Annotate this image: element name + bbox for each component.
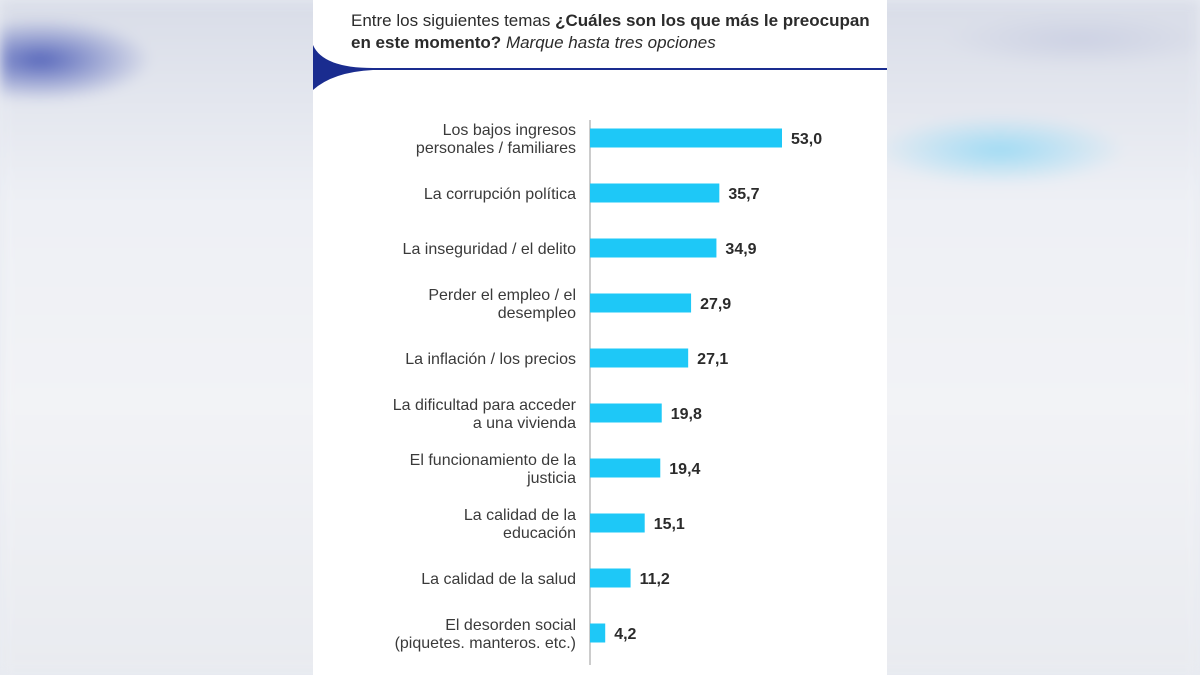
chart-card: Entre los siguientes temas ¿Cuáles son l… [313, 0, 887, 675]
value-label-8: 11,2 [640, 571, 670, 588]
header-question: ¿Cuáles son los que más le preocupan en … [351, 11, 870, 52]
category-label-3: Perder el empleo / el desempleo [428, 287, 576, 322]
category-label-0: Los bajos ingresos personales / familiare… [416, 122, 576, 157]
bar-4 [590, 348, 689, 368]
bar-6 [590, 458, 661, 478]
value-label-2: 34,9 [725, 241, 756, 258]
header-instruction: Marque hasta tres opciones [505, 33, 716, 52]
category-label-2: La inseguridad / el delito [403, 241, 577, 258]
bar-5 [590, 403, 662, 423]
category-label-6: El funcionamiento de la justicia [410, 452, 576, 487]
value-label-0: 53,0 [791, 131, 822, 148]
category-label-7: La calidad de la educación [464, 507, 576, 542]
category-label-4: La inflación / los precios [405, 351, 576, 368]
value-label-5: 19,8 [671, 406, 702, 423]
value-label-6: 19,4 [669, 461, 700, 478]
bar-7 [590, 513, 645, 533]
value-label-1: 35,7 [728, 186, 759, 203]
category-label-9: El desorden social (piquetes. manteros. e… [395, 617, 576, 652]
bar-3 [590, 293, 692, 313]
bar-0 [590, 128, 782, 148]
bar-1 [590, 183, 720, 203]
category-label-8: La calidad de la salud [421, 571, 576, 588]
category-label-1: La corrupción política [424, 186, 576, 203]
value-label-7: 15,1 [654, 516, 685, 533]
header-lead: Entre los siguientes temas [351, 11, 556, 30]
bar-2 [590, 238, 717, 258]
category-label-5: La dificultad para acceder a una vivienda [393, 397, 577, 432]
bar-chart: 53,0 Los bajos ingresos personales / famil… [393, 120, 822, 665]
bar-8 [590, 568, 631, 588]
value-label-4: 27,1 [697, 351, 728, 368]
value-label-3: 27,9 [700, 296, 731, 313]
chart-header: Entre los siguientes temas ¿Cuáles son l… [351, 10, 871, 54]
value-label-9: 4,2 [614, 626, 636, 643]
bar-9 [590, 623, 606, 643]
